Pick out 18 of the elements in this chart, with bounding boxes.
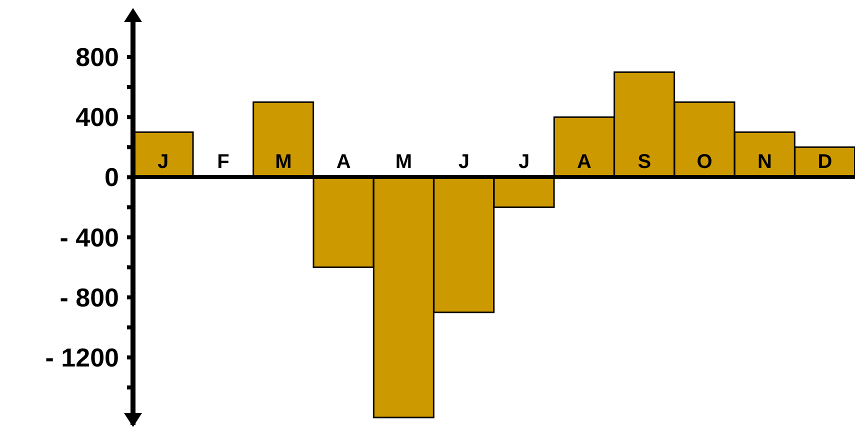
- x-tick-label: M: [275, 151, 292, 174]
- y-tick-label: 800: [76, 42, 119, 72]
- y-tick-label: 400: [76, 102, 119, 132]
- x-tick-label: S: [638, 151, 652, 174]
- x-tick-label: J: [158, 151, 169, 174]
- y-tick-label: - 400: [60, 222, 119, 252]
- y-tick-label: - 800: [60, 282, 119, 312]
- x-tick-label: D: [818, 151, 832, 174]
- x-tick-label: O: [696, 151, 712, 174]
- x-tick-label: F: [217, 151, 230, 174]
- x-tick-label: J: [518, 151, 530, 174]
- x-tick-label: J: [458, 151, 470, 174]
- x-tick-label: A: [336, 151, 351, 174]
- y-tick-label: - 1200: [45, 342, 119, 372]
- y-tick-label: 0: [104, 162, 119, 192]
- x-tick-label: A: [577, 151, 592, 174]
- x-tick-label: N: [758, 151, 772, 174]
- x-tick-label: M: [395, 151, 412, 174]
